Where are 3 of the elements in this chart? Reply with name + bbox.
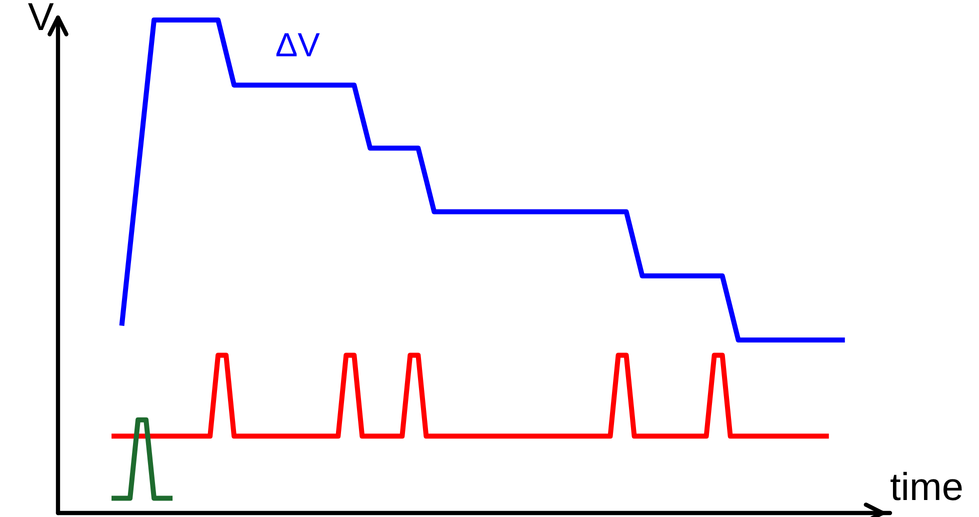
series-label: ΔV xyxy=(276,33,320,56)
y-axis-title: V xyxy=(28,3,54,30)
x-axis-title: time xyxy=(890,472,962,500)
